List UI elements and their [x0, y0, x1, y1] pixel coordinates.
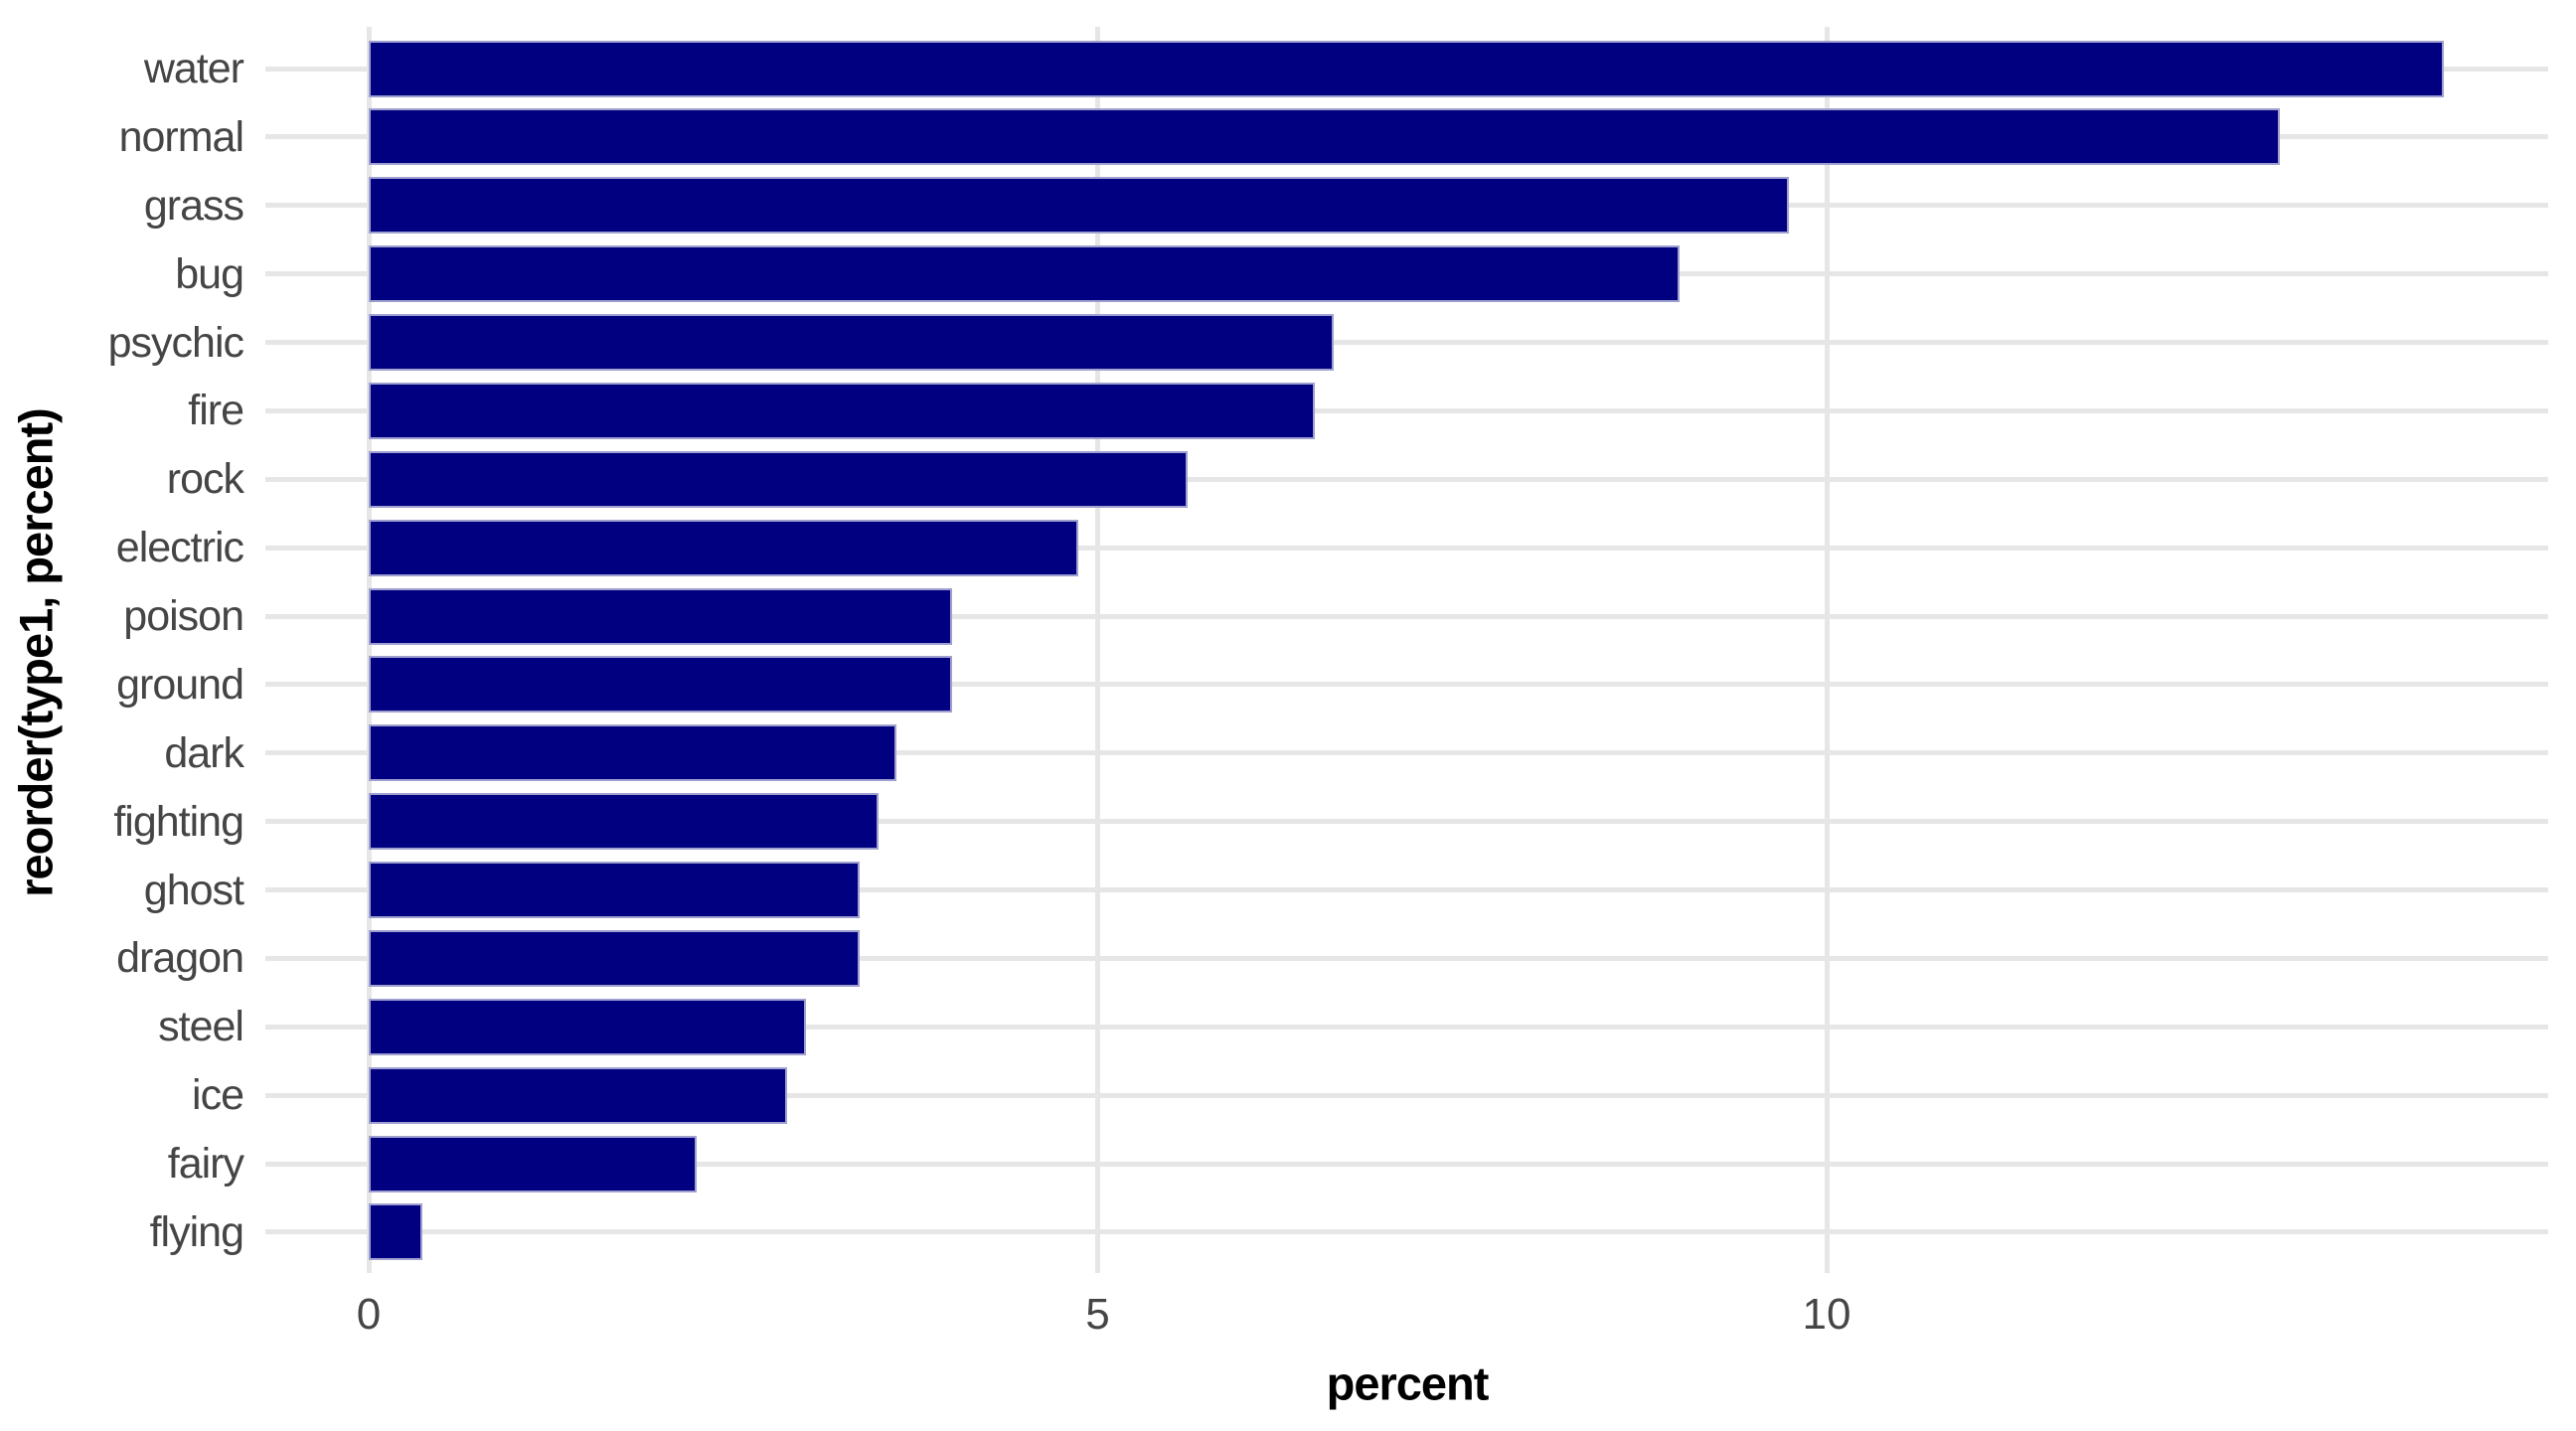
category-label-ghost: ghost: [143, 866, 244, 914]
x-gridline-0: [366, 27, 372, 1273]
category-label-ground: ground: [116, 660, 244, 709]
category-label-flying: flying: [149, 1207, 244, 1256]
category-label-poison: poison: [123, 592, 244, 641]
category-label-dragon: dragon: [116, 934, 244, 983]
y-gridline-fighting: [265, 819, 2548, 825]
y-gridline-ghost: [265, 887, 2548, 893]
y-gridline-flying: [265, 1229, 2548, 1235]
bar-fighting: [369, 793, 880, 851]
category-label-psychic: psychic: [107, 318, 244, 367]
bar-grass: [369, 177, 1789, 235]
bar-dark: [369, 724, 897, 782]
category-label-fighting: fighting: [113, 797, 244, 846]
category-label-bug: bug: [175, 249, 244, 298]
bar-fire: [369, 382, 1316, 439]
category-label-ice: ice: [192, 1071, 244, 1120]
x-gridline-10: [1824, 27, 1830, 1273]
category-label-dark: dark: [164, 728, 244, 777]
y-gridline-psychic: [265, 340, 2548, 346]
category-label-water: water: [143, 45, 244, 92]
bar-flying: [369, 1203, 423, 1261]
bar-electric: [369, 519, 1079, 576]
y-gridline-electric: [265, 545, 2548, 551]
bar-fairy: [369, 1135, 698, 1192]
category-label-electric: electric: [115, 524, 244, 572]
x-tick-label-10: 10: [1802, 1290, 1852, 1339]
category-label-rock: rock: [166, 455, 244, 504]
x-axis-title: percent: [1326, 1356, 1490, 1410]
category-label-steel: steel: [158, 1003, 244, 1051]
y-gridline-steel: [265, 1024, 2548, 1030]
y-gridline-fairy: [265, 1161, 2548, 1167]
bar-ice: [369, 1066, 788, 1124]
category-label-fire: fire: [188, 387, 244, 435]
bar-bug: [369, 245, 1680, 303]
bar-psychic: [369, 314, 1335, 372]
bar-dragon: [369, 929, 861, 987]
y-gridline-poison: [265, 613, 2548, 619]
y-gridline-ground: [265, 682, 2548, 688]
bar-rock: [369, 450, 1189, 508]
bar-normal: [369, 108, 2281, 166]
category-label-grass: grass: [143, 181, 244, 230]
y-gridline-fire: [265, 407, 2548, 413]
y-gridline-ice: [265, 1092, 2548, 1098]
bar-poison: [369, 587, 952, 645]
y-gridline-rock: [265, 476, 2548, 482]
x-gridline-5: [1095, 27, 1100, 1273]
bar-ground: [369, 656, 952, 714]
y-gridline-dark: [265, 750, 2548, 756]
bar-steel: [369, 998, 807, 1055]
bar-water: [369, 40, 2444, 97]
y-gridline-dragon: [265, 955, 2548, 961]
x-tick-label-5: 5: [1085, 1290, 1110, 1339]
category-label-fairy: fairy: [167, 1140, 244, 1189]
category-label-normal: normal: [118, 112, 244, 161]
bar-ghost: [369, 862, 861, 919]
x-tick-label-0: 0: [356, 1290, 382, 1339]
